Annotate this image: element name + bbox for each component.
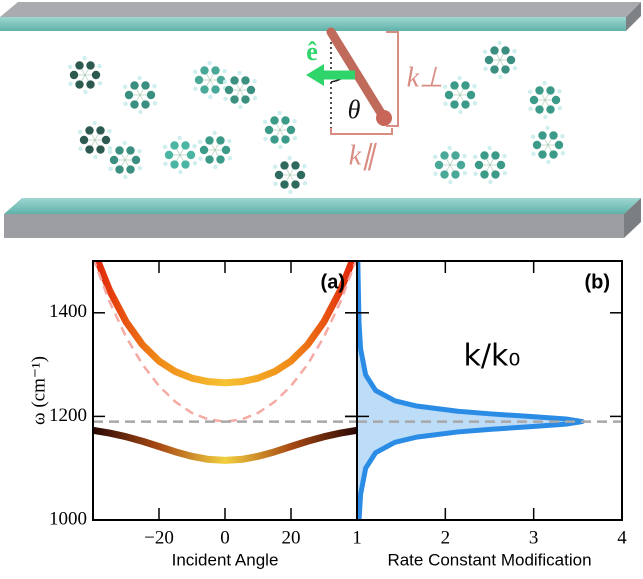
angle-label: θ [348, 95, 361, 124]
x-tick-label: 0 [220, 527, 230, 548]
k-perp-label: k⊥ [407, 62, 444, 93]
x-tick-label: 4 [617, 527, 627, 548]
polarization-label: ê [306, 37, 318, 66]
k-par-bracket [331, 128, 392, 134]
x-tick-label: 1 [352, 527, 362, 548]
molecule [163, 136, 197, 174]
series-area [357, 261, 582, 520]
molecule [78, 121, 112, 159]
panel-label: (a) [321, 271, 345, 293]
plot-frame [93, 261, 357, 520]
series-line [93, 430, 357, 460]
molecule [531, 126, 565, 164]
molecule [528, 81, 562, 119]
mirror-bottom-face [4, 198, 641, 214]
molecule [443, 76, 477, 114]
molecule [433, 146, 467, 184]
mirror-edge [0, 17, 626, 31]
x-tick-label: 2 [441, 527, 451, 548]
molecule [223, 71, 257, 109]
molecule [473, 146, 507, 184]
molecule [483, 41, 517, 79]
y-tick-label: 1400 [49, 301, 87, 322]
x-tick-label: 20 [282, 527, 301, 548]
molecule [68, 56, 102, 94]
plot-area [93, 249, 357, 460]
annotation: k/k₀ [464, 339, 521, 374]
molecule [198, 131, 232, 169]
plot-frame [357, 261, 622, 520]
polarization-arrowhead [306, 64, 324, 86]
x-tick-label: 3 [529, 527, 539, 548]
molecule [123, 76, 157, 114]
molecule [193, 61, 227, 99]
panel: 1 2 3 4 Rate Constant Modification (b) k/k₀ [345, 261, 627, 569]
x-axis-label: Incident Angle [172, 550, 279, 569]
panel-label: (b) [584, 271, 610, 293]
y-tick-label: 1000 [49, 508, 87, 529]
mirror-top-face [0, 2, 641, 17]
series-line [358, 261, 582, 520]
cavity-illustration: ê θ k⊥ k∥ [0, 2, 641, 238]
k-par-label: k∥ [349, 140, 377, 171]
x-tick-label: −20 [144, 527, 174, 548]
y-axis-label: ω (cm⁻¹) [28, 356, 49, 425]
plot-area [357, 261, 622, 520]
wave-vector-head [376, 110, 392, 126]
molecule [273, 156, 307, 194]
molecule [263, 111, 297, 149]
x-axis-label: Rate Constant Modification [387, 550, 591, 569]
molecule [108, 141, 142, 179]
figure: ê θ k⊥ k∥ 1000 1200 1400 −20 0 20Incident Ang… [0, 0, 643, 579]
y-tick-label: 1200 [49, 405, 87, 426]
series-line [93, 258, 357, 422]
mirror-edge [4, 214, 624, 238]
